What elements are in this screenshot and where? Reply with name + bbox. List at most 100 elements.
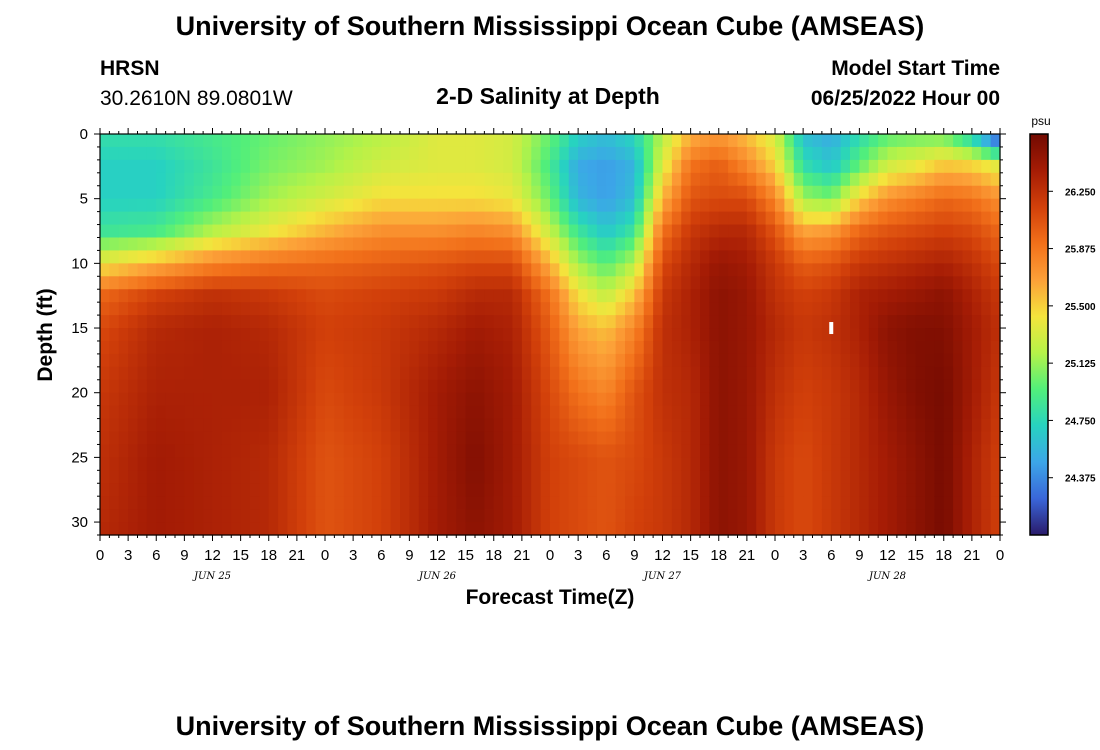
heatmap-cell [203, 496, 214, 510]
heatmap-cell [231, 496, 242, 510]
heatmap-cell [709, 444, 720, 458]
heatmap-cell [231, 366, 242, 381]
x-tick-label: 12 [204, 547, 221, 564]
heatmap-cell [737, 224, 748, 239]
heatmap-cell [231, 444, 242, 458]
heatmap-cell [203, 159, 214, 174]
heatmap-cell [596, 353, 607, 368]
heatmap-cell [362, 444, 373, 458]
heatmap-cell [521, 392, 532, 407]
heatmap-cell [775, 353, 785, 368]
heatmap-cell [765, 146, 776, 161]
heatmap-cell [728, 444, 739, 458]
heatmap-cell [315, 237, 326, 252]
heatmap-cell [718, 224, 729, 239]
heatmap-cell [700, 250, 710, 264]
heatmap-cell [756, 522, 767, 536]
heatmap-cell [878, 444, 889, 458]
heatmap-cell [540, 172, 551, 187]
heatmap-cell [634, 392, 645, 407]
heatmap-cell [278, 340, 289, 355]
heatmap-cell [915, 185, 926, 200]
heatmap-cell [240, 185, 251, 200]
heatmap-cell [765, 237, 776, 252]
heatmap-cell [128, 289, 139, 303]
heatmap-cell [981, 353, 992, 368]
heatmap-cell [896, 522, 907, 536]
heatmap-cell [362, 159, 373, 174]
heatmap-cell [690, 328, 701, 342]
heatmap-cell [896, 185, 907, 200]
heatmap-cell [306, 444, 317, 458]
heatmap-cell [390, 457, 401, 471]
heatmap-cell [981, 444, 992, 458]
heatmap-cell [165, 457, 176, 471]
heatmap-cell [634, 250, 645, 264]
heatmap-cell [128, 276, 139, 290]
heatmap-cell [868, 353, 879, 368]
heatmap-cell [175, 211, 185, 226]
heatmap-cell [203, 289, 214, 303]
heatmap-cell [240, 340, 251, 355]
heatmap-cell [615, 470, 626, 484]
heatmap-cell [400, 340, 410, 355]
heatmap-cell [221, 263, 232, 277]
heatmap-cell [878, 483, 889, 497]
heatmap-cell [400, 276, 410, 290]
heatmap-cell [278, 185, 289, 200]
heatmap-cell [268, 431, 279, 446]
heatmap-cell [587, 315, 598, 329]
heatmap-cell [728, 392, 739, 407]
heatmap-cell [503, 172, 514, 187]
heatmap-cell [334, 134, 345, 148]
heatmap-cell [775, 431, 785, 446]
heatmap-cell [793, 211, 804, 226]
heatmap-cell [737, 418, 748, 433]
x-tick-label: 0 [321, 547, 329, 564]
heatmap-cell [803, 134, 814, 148]
heatmap-cell [765, 457, 776, 471]
heatmap-cell [831, 159, 842, 174]
heatmap-cell [259, 328, 270, 342]
heatmap-cell [128, 146, 139, 161]
heatmap-cell [653, 444, 664, 458]
heatmap-cell [578, 457, 589, 471]
heatmap-cell [521, 302, 532, 316]
heatmap-cell [296, 198, 307, 213]
heatmap-cell [962, 224, 973, 239]
heatmap-cell [531, 457, 542, 471]
heatmap-cell [812, 211, 823, 226]
heatmap-cell [221, 146, 232, 161]
heatmap-cell [606, 302, 617, 316]
heatmap-cell [756, 185, 767, 200]
heatmap-cell [821, 457, 832, 471]
heatmap-cell [381, 340, 392, 355]
heatmap-cell [221, 328, 232, 342]
heatmap-cell [981, 185, 992, 200]
heatmap-cell [765, 263, 776, 277]
heatmap-cell [550, 237, 560, 252]
heatmap-cell [681, 134, 692, 148]
heatmap-cell [859, 353, 870, 368]
heatmap-cell [184, 431, 195, 446]
heatmap-cell [840, 237, 851, 252]
heatmap-cell [634, 276, 645, 290]
heatmap-cell [184, 366, 195, 381]
heatmap-cell [643, 250, 654, 264]
heatmap-cell [878, 340, 889, 355]
heatmap-cell [821, 302, 832, 316]
heatmap-cell [775, 366, 785, 381]
heatmap-cell [446, 392, 457, 407]
heatmap-cell [456, 483, 467, 497]
heatmap-cell [625, 134, 635, 148]
heatmap-cell [578, 276, 589, 290]
heatmap-cell [437, 250, 448, 264]
heatmap-cell [475, 172, 485, 187]
heatmap-cell [578, 224, 589, 239]
heatmap-cell [634, 340, 645, 355]
heatmap-cell [503, 224, 514, 239]
heatmap-cell [596, 315, 607, 329]
heatmap-cell [606, 224, 617, 239]
heatmap-cell [334, 159, 345, 174]
heatmap-cell [137, 366, 148, 381]
